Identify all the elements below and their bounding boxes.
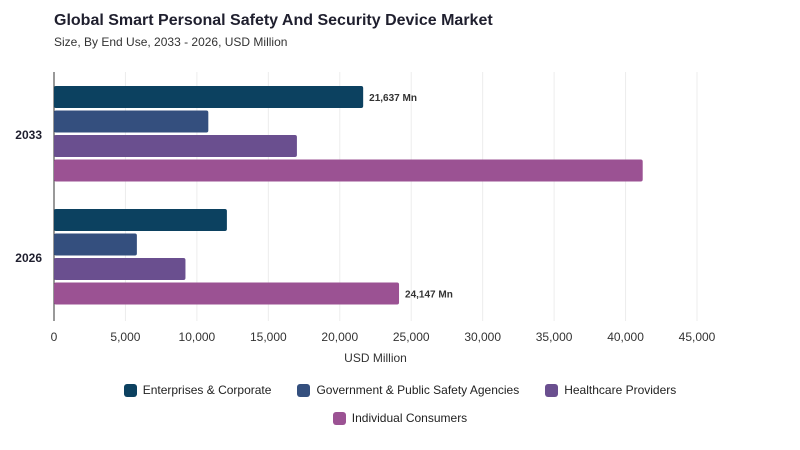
bar [54, 159, 643, 182]
legend: Enterprises & Corporate Government & Publ… [0, 383, 800, 439]
bar [54, 282, 400, 305]
x-tick-label: 40,000 [607, 330, 644, 344]
x-tick-label: 35,000 [536, 330, 573, 344]
legend-label: Government & Public Safety Agencies [316, 383, 520, 397]
x-axis-title: USD Million [344, 351, 407, 365]
legend-swatch [332, 411, 346, 425]
y-category-label: 2033 [15, 128, 42, 142]
data-label: 21,637 Mn [369, 93, 417, 104]
chart-subtitle: Size, By End Use, 2033 - 2026, USD Milli… [54, 35, 288, 49]
data-label: 24,147 Mn [405, 290, 453, 301]
x-tick-label: 0 [51, 330, 58, 344]
x-tick-label: 15,000 [250, 330, 287, 344]
legend-swatch [123, 383, 137, 397]
legend-swatch [545, 383, 559, 397]
bar [54, 86, 364, 108]
y-category-label: 2026 [15, 251, 42, 265]
legend-row: Enterprises & Corporate Government & Publ… [0, 383, 800, 397]
x-tick-label: 30,000 [464, 330, 501, 344]
legend-row: Individual Consumers [0, 411, 800, 425]
bar [54, 258, 186, 280]
legend-item: Individual Consumers [332, 411, 468, 425]
x-tick-label: 45,000 [679, 330, 716, 344]
bar [54, 209, 227, 231]
bar [54, 233, 137, 256]
legend-item: Government & Public Safety Agencies [297, 383, 519, 397]
plot-area: 0 5,000 10,000 15,000 20,000 25,000 30,000 35,0… [15, 72, 716, 365]
bar [54, 135, 297, 157]
x-tick-label: 20,000 [321, 330, 358, 344]
bar [54, 110, 209, 133]
x-tick-label: 25,000 [393, 330, 430, 344]
chart-title: Global Smart Personal Safety And Securit… [54, 12, 493, 29]
legend-item: Healthcare Providers [545, 383, 676, 397]
legend-label: Enterprises & Corporate [142, 383, 272, 397]
legend-label: Individual Consumers [351, 411, 468, 425]
legend-label: Healthcare Providers [564, 383, 677, 397]
legend-item: Enterprises & Corporate [123, 383, 272, 397]
x-tick-label: 5,000 [110, 330, 140, 344]
legend-swatch [297, 383, 311, 397]
x-tick-label: 10,000 [179, 330, 216, 344]
